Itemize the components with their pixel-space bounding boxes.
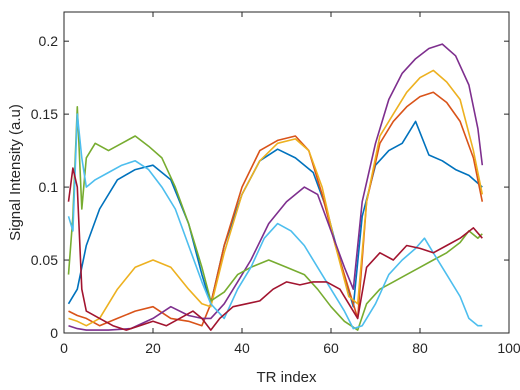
x-tick-label: 100 — [497, 340, 520, 356]
x-tick-label: 60 — [323, 340, 339, 356]
series-line-4 — [68, 43, 484, 331]
y-tick-label: 0 — [50, 325, 58, 341]
series-line-5 — [67, 106, 483, 331]
x-axis: 0 20 40 60 80 100 — [60, 12, 520, 356]
y-tick-label: 0.2 — [39, 33, 59, 49]
series-line-6 — [67, 113, 483, 330]
y-axis: 0 0.05 0.1 0.15 0.2 — [31, 33, 509, 341]
plot-frame — [63, 11, 510, 334]
series-line-1 — [67, 120, 483, 308]
x-tick-label: 0 — [60, 340, 68, 356]
series-line-7 — [67, 167, 483, 331]
y-tick-label: 0.15 — [31, 106, 58, 122]
y-axis-label: Signal Intensity (a.u) — [7, 104, 24, 241]
series-layer — [67, 43, 484, 331]
x-axis-label: TR index — [256, 369, 317, 386]
series-line-2 — [68, 91, 484, 327]
y-tick-label: 0.1 — [39, 179, 59, 195]
x-tick-label: 80 — [412, 340, 428, 356]
series-line-3 — [68, 69, 484, 327]
x-tick-label: 20 — [145, 340, 161, 356]
x-tick-label: 40 — [234, 340, 250, 356]
y-tick-label: 0.05 — [31, 252, 58, 268]
